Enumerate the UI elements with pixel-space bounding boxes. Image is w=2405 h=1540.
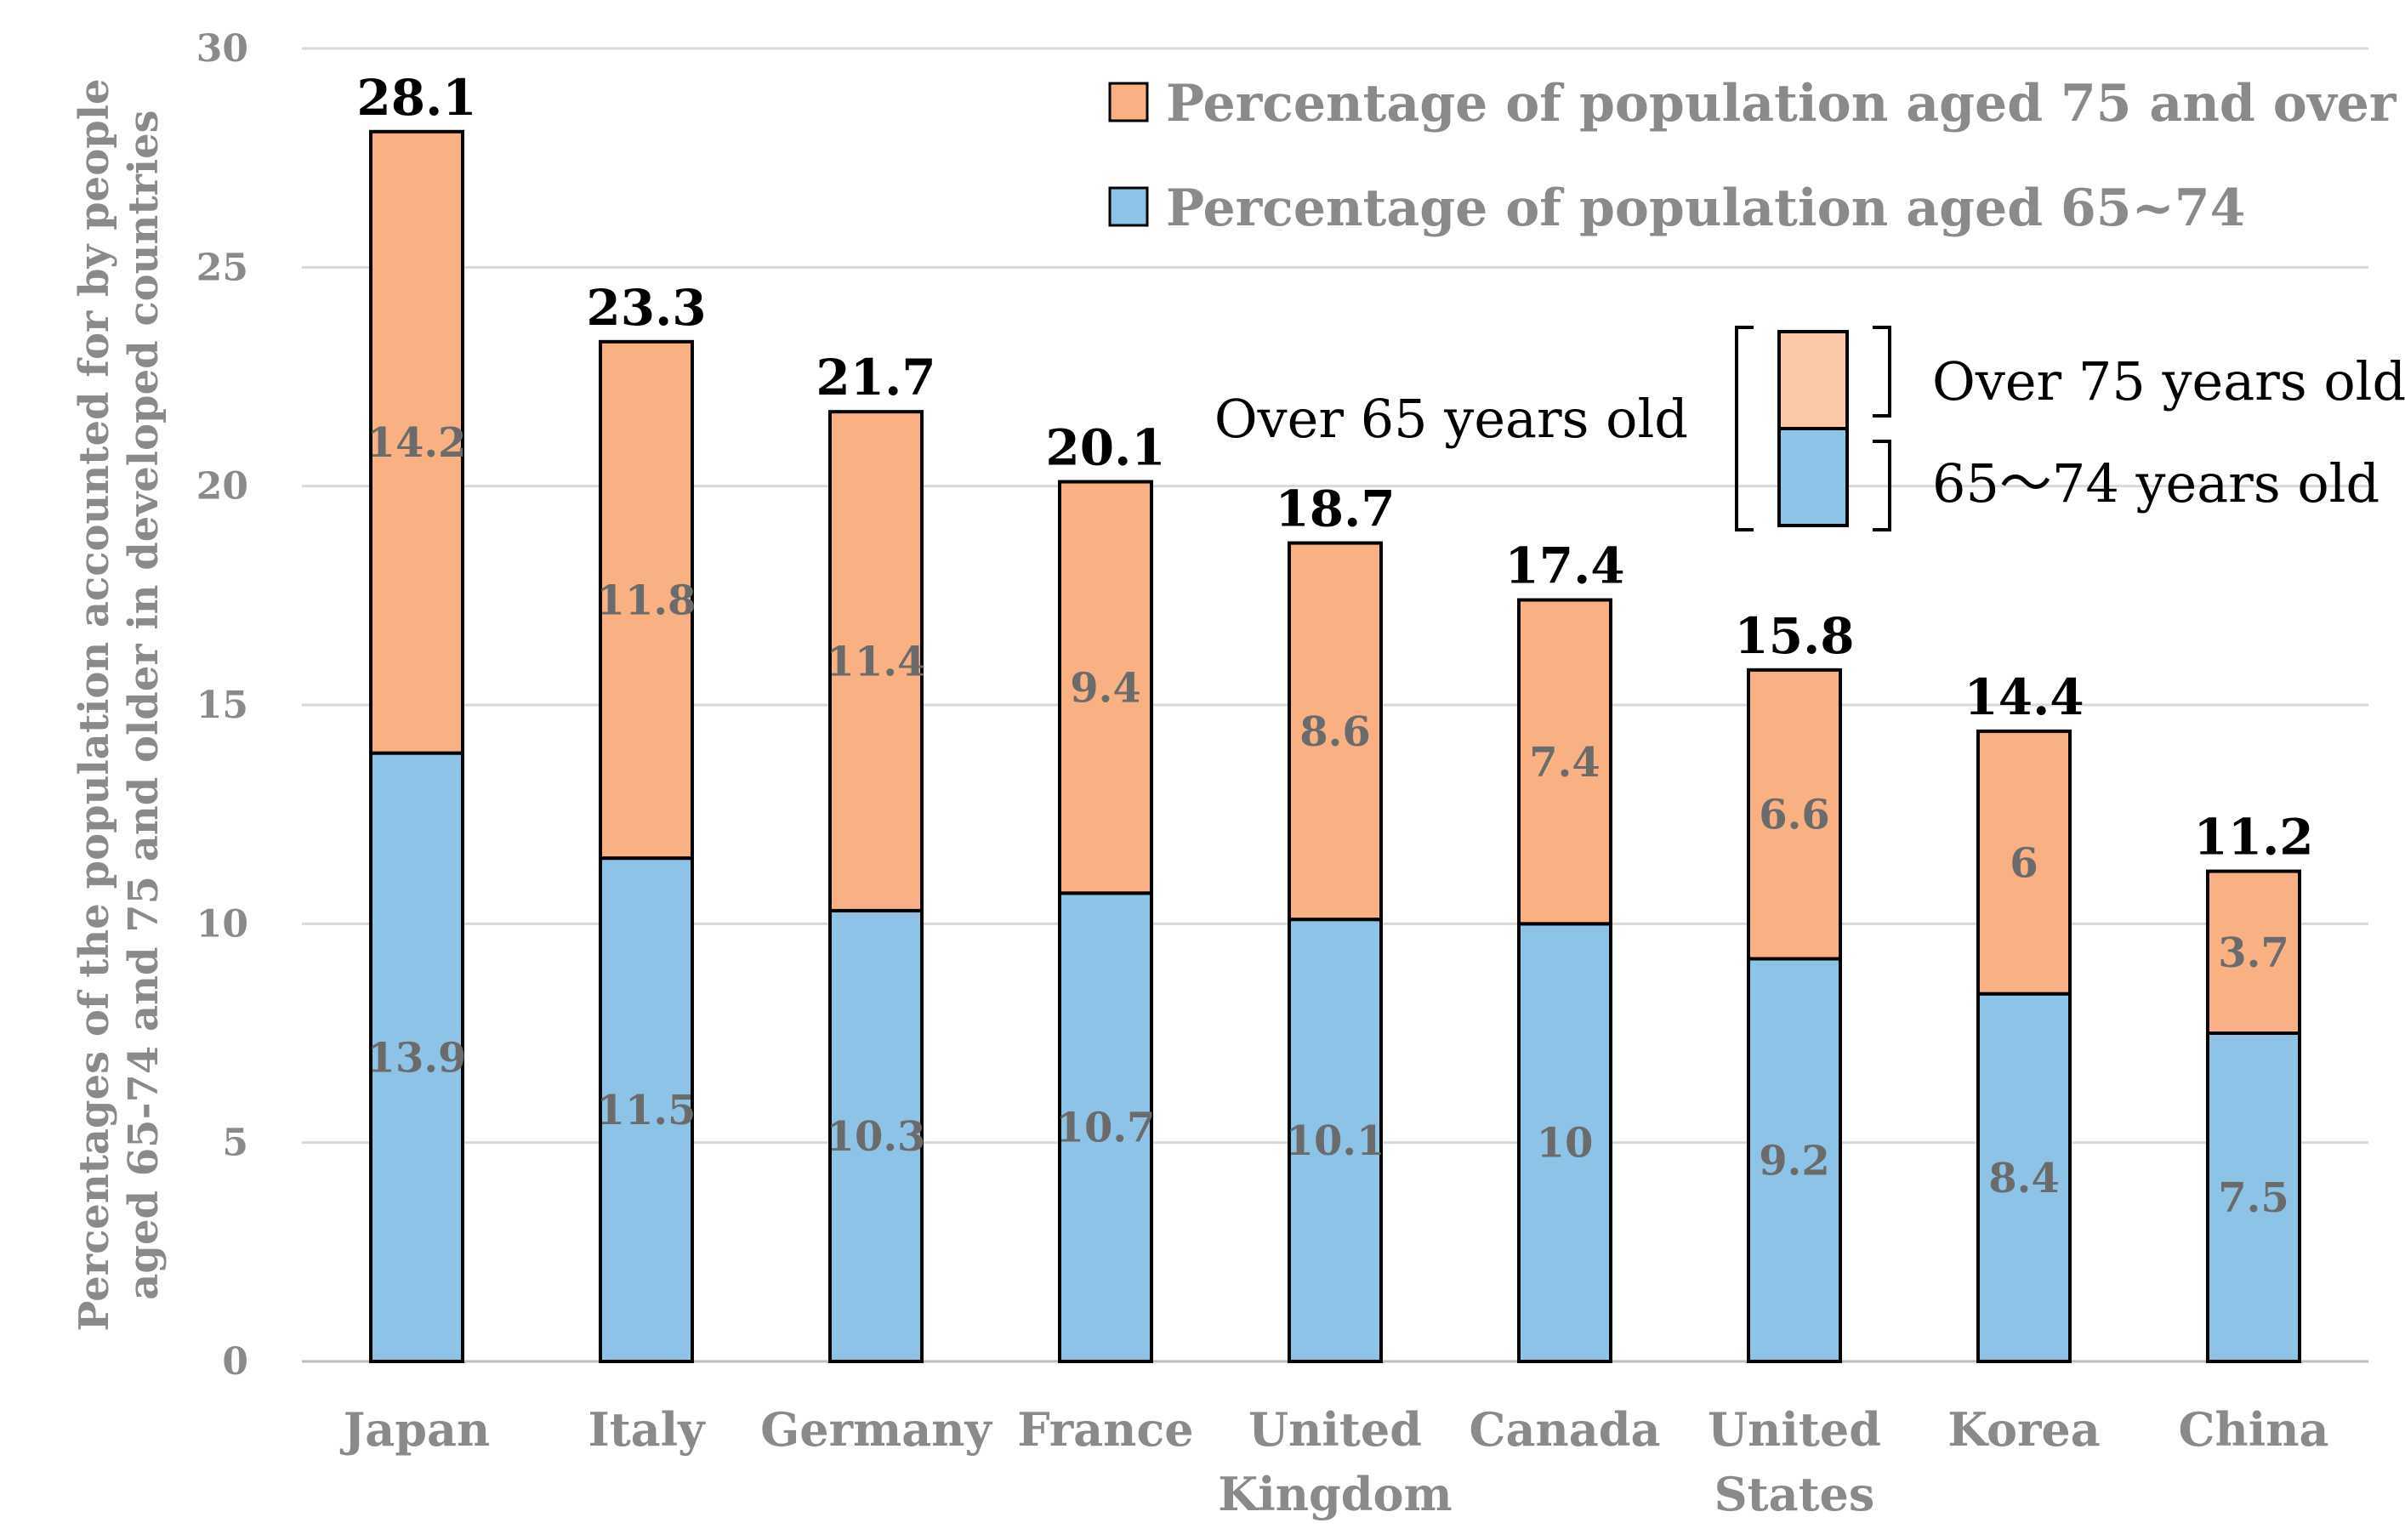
x-tick-label: France bbox=[1017, 1402, 1193, 1457]
data-label-65-74: 7.5 bbox=[2218, 1174, 2289, 1222]
bar-segment-65-74 bbox=[1976, 992, 2072, 1364]
total-label: 14.4 bbox=[1964, 668, 2084, 726]
y-axis-label-line: Percentages of the population accounted … bbox=[71, 78, 118, 1331]
annotation-label-65-74: 65～74 years old bbox=[1932, 452, 2379, 514]
total-label: 17.4 bbox=[1504, 537, 1624, 594]
x-tick-label: States bbox=[1714, 1467, 1875, 1521]
x-tick-label: Germany bbox=[760, 1402, 992, 1457]
bar-segment-75-over bbox=[1976, 729, 2072, 996]
legend-swatch bbox=[1108, 186, 1149, 227]
x-tick-label: Kingdom bbox=[1218, 1467, 1452, 1521]
data-label-75-over: 9.4 bbox=[1070, 664, 1141, 712]
data-label-75-over: 3.7 bbox=[2218, 929, 2289, 977]
data-label-65-74: 10 bbox=[1537, 1120, 1594, 1168]
y-tick-label: 30 bbox=[196, 27, 248, 71]
x-tick-label: United bbox=[1248, 1402, 1422, 1457]
bar-segment-75-over bbox=[1288, 541, 1383, 922]
annotation-label-over-65: Over 65 years old bbox=[1214, 388, 1688, 450]
legend-label: Percentage of population aged 75 and ove… bbox=[1166, 74, 2397, 134]
total-label: 23.3 bbox=[586, 279, 706, 337]
bar-segment-65-74 bbox=[2206, 1031, 2301, 1363]
y-tick-label: 5 bbox=[222, 1122, 248, 1165]
bar-segment-75-over bbox=[369, 129, 464, 755]
bar-segment-75-over bbox=[1058, 480, 1153, 895]
data-label-75-over: 14.2 bbox=[367, 419, 467, 467]
data-label-75-over: 6.6 bbox=[1759, 792, 1830, 839]
data-label-65-74: 8.4 bbox=[1988, 1155, 2060, 1202]
bar-segment-75-over bbox=[1517, 598, 1612, 926]
x-tick-label: Italy bbox=[588, 1402, 706, 1457]
data-label-75-over: 8.6 bbox=[1299, 708, 1371, 756]
bar-segment-65-74 bbox=[1288, 918, 1383, 1363]
data-label-75-over: 6 bbox=[2010, 839, 2038, 887]
y-tick-label: 20 bbox=[196, 465, 248, 509]
y-tick-label: 25 bbox=[196, 246, 248, 289]
legend-swatch bbox=[1108, 82, 1149, 122]
annotation-swatch-65-74 bbox=[1777, 427, 1849, 527]
total-label: 11.2 bbox=[2193, 809, 2313, 867]
legend-label: Percentage of population aged 65~74 bbox=[1166, 179, 2245, 238]
bar-segment-75-over bbox=[828, 410, 924, 912]
annotation-bracket-right-bottom bbox=[1873, 440, 1891, 531]
data-label-75-over: 11.4 bbox=[827, 639, 926, 686]
data-label-65-74: 10.1 bbox=[1286, 1117, 1385, 1165]
total-label: 21.7 bbox=[816, 349, 935, 406]
bar-segment-65-74 bbox=[599, 856, 694, 1363]
data-label-75-over: 11.8 bbox=[597, 577, 696, 624]
y-tick-label: 0 bbox=[222, 1340, 248, 1384]
x-tick-label: China bbox=[2178, 1402, 2328, 1457]
bar-segment-75-over bbox=[2206, 869, 2301, 1036]
bar-segment-65-74 bbox=[369, 751, 464, 1363]
data-label-65-74: 13.9 bbox=[367, 1034, 467, 1082]
bar-segment-75-over bbox=[1747, 668, 1842, 961]
bar-segment-65-74 bbox=[828, 908, 924, 1363]
y-tick-label: 10 bbox=[196, 902, 248, 946]
total-label: 18.7 bbox=[1275, 480, 1395, 538]
y-axis-label-line: aged 65-74 and 75 and older in developed… bbox=[120, 110, 168, 1299]
x-tick-label: United bbox=[1708, 1402, 1881, 1457]
annotation-label-over-75: Over 75 years old bbox=[1932, 350, 2405, 412]
data-label-65-74: 9.2 bbox=[1759, 1137, 1830, 1185]
annotation-swatch-over-75 bbox=[1777, 330, 1849, 430]
data-label-65-74: 10.7 bbox=[1056, 1105, 1156, 1152]
x-tick-label: Korea bbox=[1947, 1402, 2101, 1457]
total-label: 28.1 bbox=[356, 69, 476, 127]
data-label-75-over: 7.4 bbox=[1529, 739, 1600, 787]
bar-segment-65-74 bbox=[1517, 922, 1612, 1364]
data-label-65-74: 11.5 bbox=[597, 1087, 696, 1134]
bar-segment-65-74 bbox=[1747, 957, 1842, 1364]
total-label: 15.8 bbox=[1734, 607, 1854, 665]
bar-segment-75-over bbox=[599, 339, 694, 861]
x-tick-label: Canada bbox=[1470, 1402, 1661, 1457]
y-axis-label: Percentages of the population accounted … bbox=[71, 78, 168, 1331]
bar-segment-65-74 bbox=[1058, 891, 1153, 1363]
data-label-65-74: 10.3 bbox=[827, 1113, 926, 1161]
annotation-bracket-right-top bbox=[1873, 326, 1891, 418]
y-tick-label: 15 bbox=[196, 684, 248, 727]
x-tick-label: Japan bbox=[340, 1402, 491, 1457]
annotation-bracket-left bbox=[1735, 326, 1754, 531]
total-label: 20.1 bbox=[1045, 419, 1165, 477]
